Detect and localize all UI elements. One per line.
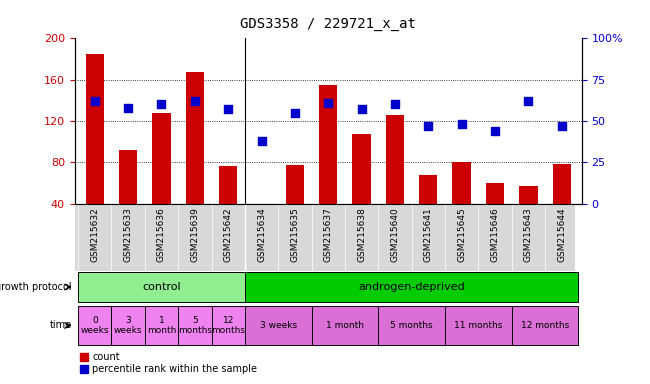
Point bbox=[123, 105, 133, 111]
Bar bbox=[552, 164, 571, 204]
FancyBboxPatch shape bbox=[178, 306, 211, 345]
Point bbox=[356, 106, 367, 113]
Text: GSM215635: GSM215635 bbox=[291, 207, 300, 262]
Point bbox=[223, 106, 233, 113]
FancyBboxPatch shape bbox=[145, 306, 178, 345]
Bar bbox=[86, 54, 104, 204]
Point bbox=[190, 98, 200, 104]
FancyBboxPatch shape bbox=[78, 272, 245, 302]
Text: GSM215641: GSM215641 bbox=[424, 207, 433, 262]
FancyBboxPatch shape bbox=[211, 306, 245, 345]
Text: GSM215645: GSM215645 bbox=[457, 207, 466, 262]
Text: 12
months: 12 months bbox=[211, 316, 245, 335]
Point bbox=[390, 101, 400, 108]
Point bbox=[323, 100, 333, 106]
Bar bbox=[319, 85, 337, 204]
Text: GSM215633: GSM215633 bbox=[124, 207, 133, 262]
Bar bbox=[419, 175, 437, 204]
Text: 11 months: 11 months bbox=[454, 321, 502, 330]
Text: GSM215632: GSM215632 bbox=[90, 207, 99, 262]
Text: 3
weeks: 3 weeks bbox=[114, 316, 142, 335]
Point bbox=[156, 101, 166, 108]
Legend: count, percentile rank within the sample: count, percentile rank within the sample bbox=[79, 353, 257, 374]
Bar bbox=[386, 115, 404, 204]
Text: GSM215644: GSM215644 bbox=[557, 207, 566, 262]
Text: GSM215642: GSM215642 bbox=[224, 207, 233, 262]
Text: 0
weeks: 0 weeks bbox=[81, 316, 109, 335]
Bar bbox=[352, 134, 370, 204]
Point bbox=[456, 121, 467, 127]
Bar bbox=[119, 150, 137, 204]
FancyBboxPatch shape bbox=[512, 306, 578, 345]
Text: time: time bbox=[49, 320, 72, 331]
FancyBboxPatch shape bbox=[445, 306, 512, 345]
Bar bbox=[452, 162, 471, 204]
FancyBboxPatch shape bbox=[245, 306, 311, 345]
FancyBboxPatch shape bbox=[111, 306, 145, 345]
Point bbox=[290, 109, 300, 116]
Text: androgen-deprived: androgen-deprived bbox=[358, 282, 465, 292]
Text: GDS3358 / 229721_x_at: GDS3358 / 229721_x_at bbox=[240, 17, 416, 31]
FancyBboxPatch shape bbox=[75, 204, 575, 271]
Point bbox=[256, 138, 266, 144]
Bar bbox=[219, 166, 237, 204]
Text: GSM215638: GSM215638 bbox=[357, 207, 366, 262]
Text: GSM215634: GSM215634 bbox=[257, 207, 266, 262]
Text: 5 months: 5 months bbox=[391, 321, 433, 330]
FancyBboxPatch shape bbox=[78, 306, 111, 345]
FancyBboxPatch shape bbox=[311, 306, 378, 345]
Text: GSM215639: GSM215639 bbox=[190, 207, 200, 262]
Text: 1 month: 1 month bbox=[326, 321, 364, 330]
Text: 3 weeks: 3 weeks bbox=[259, 321, 297, 330]
Bar bbox=[486, 183, 504, 204]
Text: GSM215640: GSM215640 bbox=[391, 207, 400, 262]
Text: control: control bbox=[142, 282, 181, 292]
Text: 5
months: 5 months bbox=[178, 316, 212, 335]
Bar bbox=[519, 186, 538, 204]
Point bbox=[523, 98, 534, 104]
Bar bbox=[186, 73, 204, 204]
Text: GSM215646: GSM215646 bbox=[491, 207, 500, 262]
Point bbox=[90, 98, 100, 104]
Text: growth protocol: growth protocol bbox=[0, 282, 72, 292]
Bar bbox=[152, 113, 171, 204]
Text: 12 months: 12 months bbox=[521, 321, 569, 330]
Point bbox=[556, 123, 567, 129]
Text: GSM215643: GSM215643 bbox=[524, 207, 533, 262]
Bar bbox=[286, 166, 304, 204]
Text: 1
month: 1 month bbox=[147, 316, 176, 335]
Point bbox=[490, 128, 501, 134]
Text: GSM215636: GSM215636 bbox=[157, 207, 166, 262]
FancyBboxPatch shape bbox=[245, 272, 578, 302]
Point bbox=[423, 123, 434, 129]
FancyBboxPatch shape bbox=[378, 306, 445, 345]
Text: GSM215637: GSM215637 bbox=[324, 207, 333, 262]
